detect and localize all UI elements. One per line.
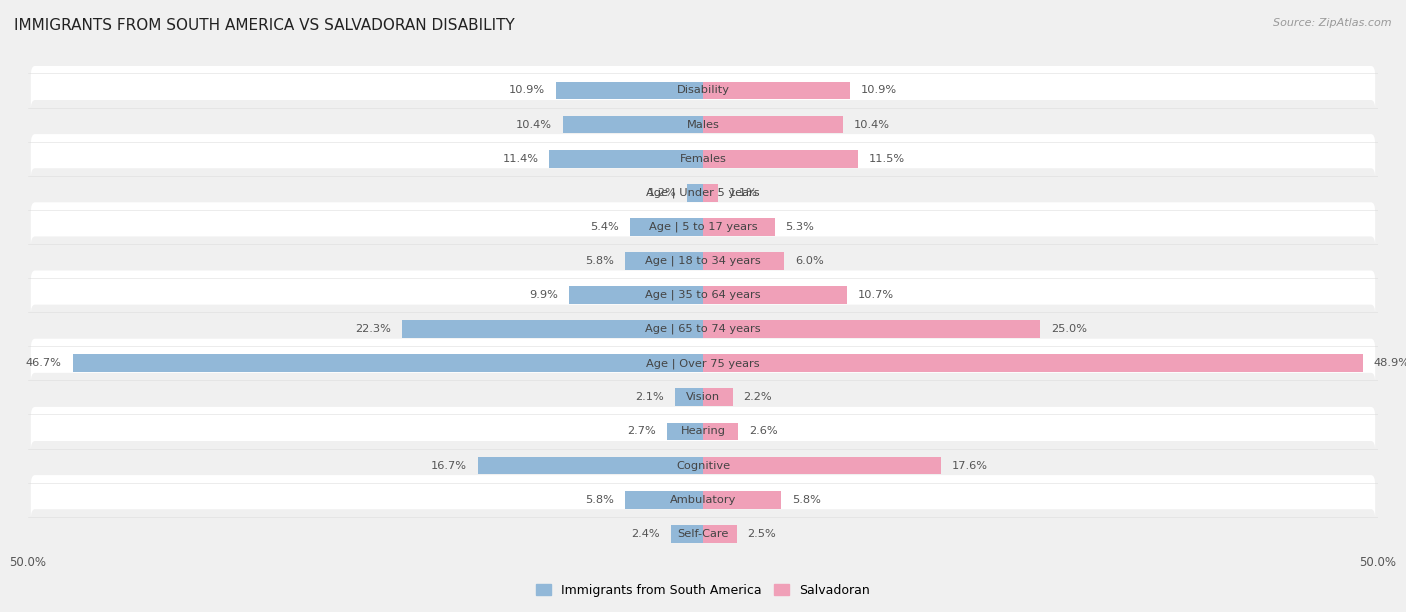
- FancyBboxPatch shape: [31, 271, 1375, 319]
- Bar: [703, 457, 941, 474]
- Bar: [478, 457, 703, 474]
- Text: 25.0%: 25.0%: [1052, 324, 1087, 334]
- Bar: [703, 354, 1362, 372]
- FancyBboxPatch shape: [31, 66, 1375, 115]
- Text: 48.9%: 48.9%: [1374, 358, 1406, 368]
- FancyBboxPatch shape: [31, 100, 1375, 149]
- Bar: [703, 389, 733, 406]
- Text: 9.9%: 9.9%: [530, 290, 558, 300]
- FancyBboxPatch shape: [31, 441, 1375, 490]
- Bar: [703, 252, 785, 270]
- Bar: [555, 81, 703, 99]
- Legend: Immigrants from South America, Salvadoran: Immigrants from South America, Salvadora…: [531, 579, 875, 602]
- Text: IMMIGRANTS FROM SOUTH AMERICA VS SALVADORAN DISABILITY: IMMIGRANTS FROM SOUTH AMERICA VS SALVADO…: [14, 18, 515, 34]
- FancyBboxPatch shape: [31, 236, 1375, 286]
- FancyBboxPatch shape: [31, 168, 1375, 217]
- Bar: [671, 525, 703, 543]
- FancyBboxPatch shape: [31, 203, 1375, 252]
- Bar: [703, 286, 848, 304]
- Text: 10.9%: 10.9%: [860, 86, 897, 95]
- Text: Age | 35 to 64 years: Age | 35 to 64 years: [645, 290, 761, 300]
- Text: 2.7%: 2.7%: [627, 427, 655, 436]
- Text: 10.4%: 10.4%: [855, 119, 890, 130]
- Text: 1.1%: 1.1%: [728, 188, 758, 198]
- Text: Age | Under 5 years: Age | Under 5 years: [647, 187, 759, 198]
- Text: Disability: Disability: [676, 86, 730, 95]
- Bar: [666, 423, 703, 440]
- Text: 5.8%: 5.8%: [792, 494, 821, 505]
- Bar: [703, 184, 718, 201]
- FancyBboxPatch shape: [31, 407, 1375, 456]
- Bar: [675, 389, 703, 406]
- Bar: [402, 320, 703, 338]
- FancyBboxPatch shape: [31, 373, 1375, 422]
- Bar: [703, 423, 738, 440]
- Bar: [624, 491, 703, 509]
- Text: 5.8%: 5.8%: [585, 256, 614, 266]
- Bar: [686, 184, 703, 201]
- Text: 2.4%: 2.4%: [631, 529, 659, 539]
- Text: Females: Females: [679, 154, 727, 163]
- Text: 6.0%: 6.0%: [794, 256, 824, 266]
- Text: 46.7%: 46.7%: [25, 358, 62, 368]
- Text: 5.8%: 5.8%: [585, 494, 614, 505]
- FancyBboxPatch shape: [31, 134, 1375, 183]
- Bar: [550, 150, 703, 168]
- Text: 5.3%: 5.3%: [786, 222, 814, 232]
- Text: 11.4%: 11.4%: [502, 154, 538, 163]
- Text: 2.1%: 2.1%: [636, 392, 664, 402]
- Bar: [73, 354, 703, 372]
- Text: 11.5%: 11.5%: [869, 154, 905, 163]
- Bar: [703, 218, 775, 236]
- Text: 2.2%: 2.2%: [744, 392, 772, 402]
- Bar: [703, 491, 782, 509]
- Text: 5.4%: 5.4%: [591, 222, 619, 232]
- Text: 1.2%: 1.2%: [647, 188, 676, 198]
- Text: Age | 65 to 74 years: Age | 65 to 74 years: [645, 324, 761, 334]
- Bar: [569, 286, 703, 304]
- Text: Hearing: Hearing: [681, 427, 725, 436]
- Text: Age | Over 75 years: Age | Over 75 years: [647, 358, 759, 368]
- FancyBboxPatch shape: [31, 305, 1375, 354]
- Bar: [624, 252, 703, 270]
- FancyBboxPatch shape: [31, 338, 1375, 388]
- Text: Males: Males: [686, 119, 720, 130]
- Text: 10.4%: 10.4%: [516, 119, 551, 130]
- Text: 22.3%: 22.3%: [356, 324, 391, 334]
- Bar: [562, 116, 703, 133]
- Text: 2.6%: 2.6%: [749, 427, 778, 436]
- Text: Age | 18 to 34 years: Age | 18 to 34 years: [645, 256, 761, 266]
- Text: Ambulatory: Ambulatory: [669, 494, 737, 505]
- Bar: [703, 525, 737, 543]
- Text: 10.9%: 10.9%: [509, 86, 546, 95]
- FancyBboxPatch shape: [31, 475, 1375, 524]
- Text: Vision: Vision: [686, 392, 720, 402]
- Text: Source: ZipAtlas.com: Source: ZipAtlas.com: [1274, 18, 1392, 28]
- Text: Self-Care: Self-Care: [678, 529, 728, 539]
- Text: 2.5%: 2.5%: [748, 529, 776, 539]
- FancyBboxPatch shape: [31, 509, 1375, 558]
- Text: Cognitive: Cognitive: [676, 461, 730, 471]
- Bar: [703, 116, 844, 133]
- Text: 17.6%: 17.6%: [952, 461, 987, 471]
- Text: 16.7%: 16.7%: [430, 461, 467, 471]
- Bar: [703, 320, 1040, 338]
- Text: 10.7%: 10.7%: [858, 290, 894, 300]
- Text: Age | 5 to 17 years: Age | 5 to 17 years: [648, 222, 758, 232]
- Bar: [630, 218, 703, 236]
- Bar: [703, 150, 858, 168]
- Bar: [703, 81, 851, 99]
